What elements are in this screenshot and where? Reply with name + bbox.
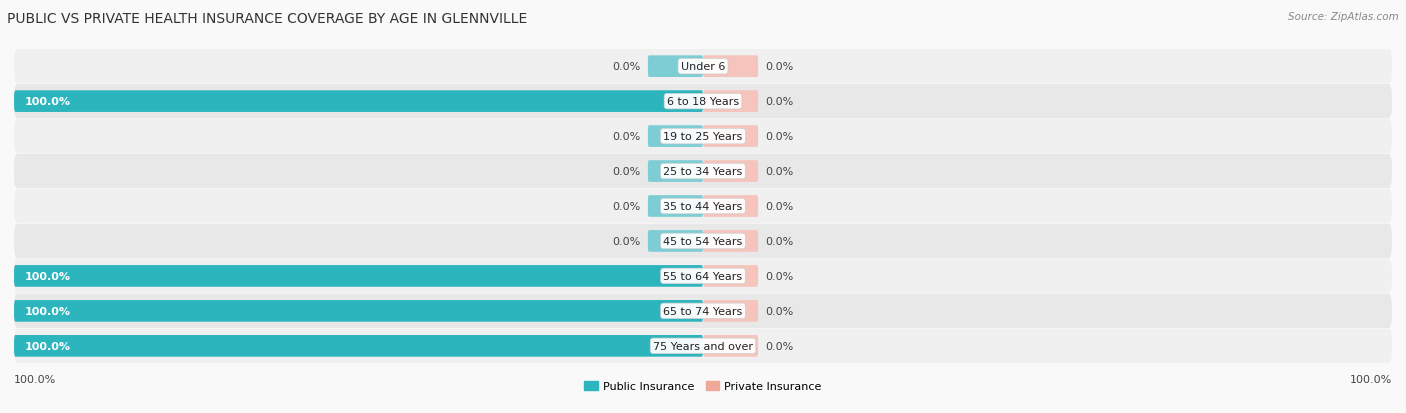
FancyBboxPatch shape xyxy=(14,154,1392,189)
Text: PUBLIC VS PRIVATE HEALTH INSURANCE COVERAGE BY AGE IN GLENNVILLE: PUBLIC VS PRIVATE HEALTH INSURANCE COVER… xyxy=(7,12,527,26)
FancyBboxPatch shape xyxy=(14,266,703,287)
Text: 100.0%: 100.0% xyxy=(24,97,70,107)
FancyBboxPatch shape xyxy=(703,230,758,252)
FancyBboxPatch shape xyxy=(703,126,758,147)
FancyBboxPatch shape xyxy=(703,91,758,113)
Text: 0.0%: 0.0% xyxy=(765,97,793,107)
Text: 100.0%: 100.0% xyxy=(14,374,56,384)
Text: 0.0%: 0.0% xyxy=(765,132,793,142)
FancyBboxPatch shape xyxy=(703,266,758,287)
Text: Under 6: Under 6 xyxy=(681,62,725,72)
Text: 0.0%: 0.0% xyxy=(765,271,793,281)
Text: 100.0%: 100.0% xyxy=(24,306,70,316)
Text: 0.0%: 0.0% xyxy=(613,132,641,142)
FancyBboxPatch shape xyxy=(14,335,703,357)
Text: 19 to 25 Years: 19 to 25 Years xyxy=(664,132,742,142)
FancyBboxPatch shape xyxy=(14,190,1392,223)
FancyBboxPatch shape xyxy=(703,300,758,322)
FancyBboxPatch shape xyxy=(703,335,758,357)
Text: 65 to 74 Years: 65 to 74 Years xyxy=(664,306,742,316)
Text: 45 to 54 Years: 45 to 54 Years xyxy=(664,236,742,247)
Text: 55 to 64 Years: 55 to 64 Years xyxy=(664,271,742,281)
FancyBboxPatch shape xyxy=(648,56,703,78)
FancyBboxPatch shape xyxy=(703,161,758,183)
FancyBboxPatch shape xyxy=(648,230,703,252)
FancyBboxPatch shape xyxy=(14,224,1392,259)
Text: 75 Years and over: 75 Years and over xyxy=(652,341,754,351)
FancyBboxPatch shape xyxy=(14,120,1392,154)
FancyBboxPatch shape xyxy=(648,126,703,147)
Text: 25 to 34 Years: 25 to 34 Years xyxy=(664,166,742,177)
FancyBboxPatch shape xyxy=(648,196,703,217)
Text: 0.0%: 0.0% xyxy=(765,306,793,316)
FancyBboxPatch shape xyxy=(14,259,1392,293)
Legend: Public Insurance, Private Insurance: Public Insurance, Private Insurance xyxy=(579,376,827,396)
Text: 0.0%: 0.0% xyxy=(613,202,641,211)
Text: 0.0%: 0.0% xyxy=(765,166,793,177)
Text: 100.0%: 100.0% xyxy=(24,341,70,351)
FancyBboxPatch shape xyxy=(14,85,1392,119)
Text: Source: ZipAtlas.com: Source: ZipAtlas.com xyxy=(1288,12,1399,22)
Text: 0.0%: 0.0% xyxy=(613,166,641,177)
Text: 35 to 44 Years: 35 to 44 Years xyxy=(664,202,742,211)
Text: 6 to 18 Years: 6 to 18 Years xyxy=(666,97,740,107)
FancyBboxPatch shape xyxy=(14,50,1392,84)
FancyBboxPatch shape xyxy=(14,91,703,113)
Text: 0.0%: 0.0% xyxy=(765,202,793,211)
Text: 0.0%: 0.0% xyxy=(613,62,641,72)
Text: 0.0%: 0.0% xyxy=(765,62,793,72)
Text: 100.0%: 100.0% xyxy=(24,271,70,281)
Text: 0.0%: 0.0% xyxy=(765,236,793,247)
Text: 0.0%: 0.0% xyxy=(613,236,641,247)
FancyBboxPatch shape xyxy=(648,161,703,183)
FancyBboxPatch shape xyxy=(703,56,758,78)
Text: 100.0%: 100.0% xyxy=(1350,374,1392,384)
FancyBboxPatch shape xyxy=(14,329,1392,363)
FancyBboxPatch shape xyxy=(14,294,1392,328)
FancyBboxPatch shape xyxy=(703,196,758,217)
Text: 0.0%: 0.0% xyxy=(765,341,793,351)
FancyBboxPatch shape xyxy=(14,300,703,322)
